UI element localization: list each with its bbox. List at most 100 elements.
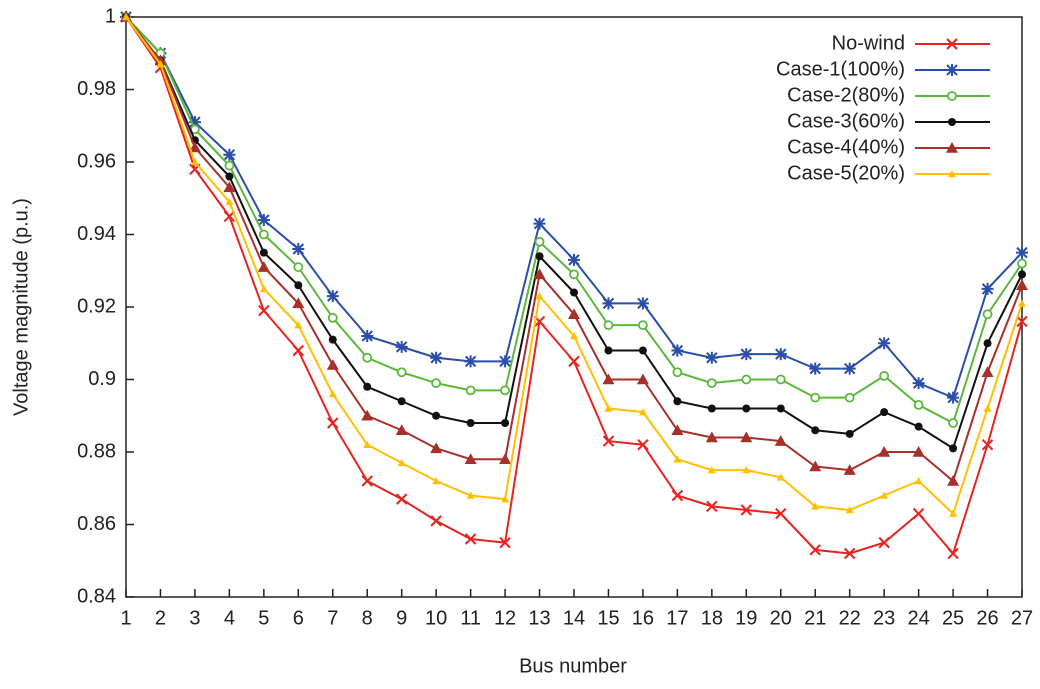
- marker: [361, 330, 374, 342]
- legend-label: Case-1(100%): [776, 58, 905, 80]
- marker: [636, 297, 649, 310]
- marker: [879, 370, 890, 381]
- marker: [845, 429, 854, 438]
- x-tick-label: 16: [632, 607, 654, 629]
- marker: [706, 378, 717, 389]
- x-tick-label: 22: [839, 607, 861, 629]
- marker: [673, 455, 682, 463]
- marker: [294, 321, 303, 329]
- marker: [740, 348, 753, 361]
- marker: [258, 304, 270, 317]
- marker: [292, 297, 305, 309]
- marker: [809, 362, 822, 375]
- marker: [740, 431, 753, 443]
- marker: [328, 335, 337, 344]
- x-tick-label: 18: [701, 607, 723, 629]
- y-tick-label: 1: [105, 5, 116, 27]
- x-tick-label: 24: [907, 607, 929, 629]
- marker: [1018, 270, 1026, 279]
- marker: [880, 491, 889, 499]
- marker: [776, 473, 785, 481]
- x-tick-label: 10: [425, 607, 447, 629]
- marker: [533, 217, 546, 230]
- legend-label: No-wind: [832, 32, 905, 54]
- marker: [292, 344, 305, 357]
- marker: [361, 475, 373, 487]
- marker: [122, 13, 130, 21]
- marker: [809, 460, 822, 472]
- marker: [570, 288, 578, 297]
- marker: [395, 340, 408, 353]
- legend-label: Case-4(40%): [787, 136, 905, 158]
- marker: [363, 440, 372, 448]
- y-tick-label: 0.92: [77, 295, 116, 317]
- marker: [636, 373, 649, 385]
- marker: [535, 292, 544, 300]
- marker: [604, 346, 613, 355]
- x-tick-label: 11: [460, 607, 481, 629]
- x-tick-label: 2: [155, 607, 166, 629]
- x-tick-label: 8: [362, 607, 373, 629]
- marker: [878, 536, 890, 549]
- y-tick-label: 0.9: [88, 368, 116, 390]
- marker: [190, 158, 199, 166]
- marker: [843, 547, 856, 560]
- x-tick-label: 6: [293, 607, 304, 629]
- marker: [259, 248, 268, 257]
- marker: [983, 404, 992, 412]
- y-tick-label: 0.88: [77, 440, 116, 462]
- marker: [602, 435, 615, 447]
- x-tick-label: 4: [224, 607, 235, 629]
- marker: [466, 419, 475, 427]
- legend-marker: [946, 142, 958, 153]
- marker: [259, 284, 268, 293]
- marker: [294, 281, 303, 290]
- marker: [638, 346, 647, 355]
- marker: [981, 439, 994, 451]
- marker: [949, 509, 958, 517]
- y-tick-label: 0.94: [77, 223, 116, 245]
- legend-marker: [946, 64, 958, 76]
- marker: [568, 355, 580, 368]
- marker: [500, 385, 510, 396]
- marker: [570, 332, 578, 340]
- marker: [466, 491, 475, 499]
- x-tick-label: 27: [1011, 607, 1033, 629]
- marker: [225, 172, 234, 181]
- marker: [880, 408, 889, 417]
- marker: [705, 431, 718, 443]
- marker: [432, 477, 441, 485]
- marker: [774, 348, 787, 361]
- marker: [223, 181, 236, 193]
- marker: [981, 366, 994, 378]
- marker: [396, 367, 407, 378]
- marker: [983, 339, 992, 348]
- marker: [257, 261, 270, 272]
- x-tick-label: 9: [396, 607, 407, 629]
- marker: [844, 392, 855, 403]
- x-tick-label: 17: [666, 607, 688, 629]
- marker: [843, 362, 856, 375]
- marker: [499, 453, 512, 465]
- marker: [568, 308, 580, 320]
- marker: [224, 160, 235, 171]
- legend-marker: [947, 91, 957, 101]
- marker: [535, 252, 544, 261]
- marker: [395, 424, 408, 436]
- marker: [464, 533, 477, 545]
- x-tick-label: 12: [494, 607, 516, 629]
- marker: [1017, 258, 1027, 269]
- marker: [397, 458, 406, 467]
- x-tick-label: 19: [735, 607, 757, 629]
- marker: [809, 544, 821, 556]
- marker: [569, 269, 579, 280]
- legend-marker: [948, 118, 956, 126]
- marker: [156, 60, 165, 68]
- marker: [533, 268, 546, 280]
- marker: [361, 409, 374, 421]
- marker: [397, 397, 406, 406]
- marker: [638, 320, 648, 331]
- marker: [947, 475, 960, 486]
- marker: [223, 148, 236, 161]
